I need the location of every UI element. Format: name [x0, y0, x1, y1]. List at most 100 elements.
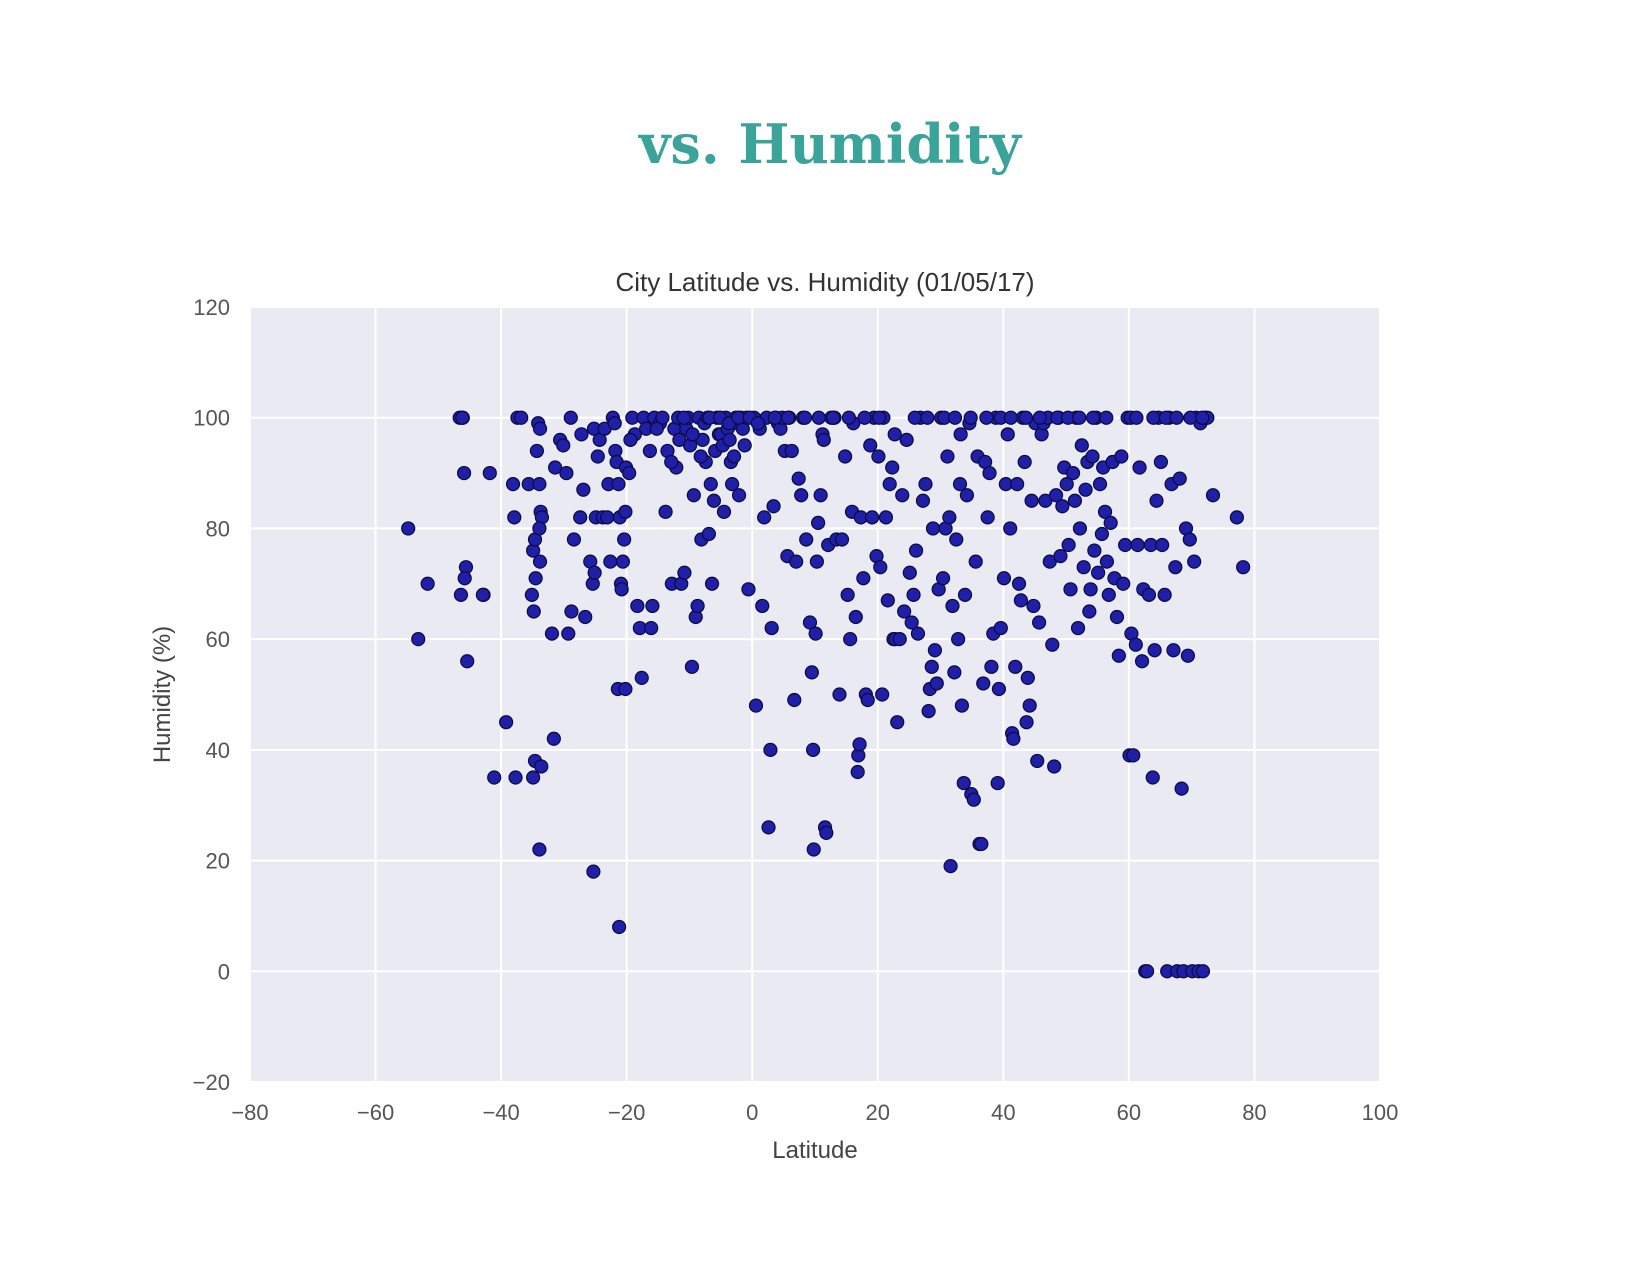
data-point [895, 488, 910, 503]
data-point [1019, 715, 1034, 730]
data-point [804, 665, 819, 680]
data-point [1155, 537, 1170, 553]
data-point [508, 770, 523, 785]
data-point [686, 488, 701, 503]
data-point [457, 571, 472, 586]
data-point [940, 449, 955, 464]
data-point [1018, 410, 1034, 425]
data-point [954, 698, 970, 713]
data-point [1003, 410, 1018, 425]
data-point [1032, 615, 1047, 630]
data-point [1086, 410, 1101, 425]
data-point [766, 499, 781, 514]
data-point [1118, 537, 1133, 553]
data-point [1109, 609, 1125, 625]
data-point [1183, 410, 1198, 425]
data-point [566, 532, 582, 547]
data-point [1166, 643, 1181, 658]
data-point [505, 477, 521, 492]
data-point [615, 554, 631, 569]
data-point [1130, 537, 1145, 553]
data-point [1172, 471, 1187, 486]
data-point [878, 510, 894, 525]
data-point [1236, 560, 1251, 575]
data-point [1097, 504, 1113, 519]
data-point [578, 609, 593, 625]
data-point [573, 510, 588, 525]
data-point [1146, 410, 1161, 425]
data-point [838, 449, 853, 464]
data-point [1141, 587, 1157, 602]
data-point [526, 604, 541, 619]
data-point [1026, 598, 1041, 614]
data-point [658, 504, 673, 519]
data-point [1067, 493, 1083, 508]
data-point [706, 493, 722, 508]
data-point [460, 654, 475, 669]
data-point [1010, 477, 1025, 492]
data-point [1022, 698, 1037, 713]
data-point [611, 477, 626, 492]
data-point [701, 526, 717, 542]
data-point [1047, 759, 1062, 774]
data-point [757, 510, 772, 525]
data-point [748, 698, 764, 713]
data-point [1195, 410, 1210, 425]
data-point [664, 454, 679, 470]
data-point [612, 919, 627, 935]
data-point [925, 521, 941, 536]
data-point [1070, 620, 1086, 636]
x-axis-label: Latitude [772, 1137, 857, 1164]
data-point [873, 560, 888, 575]
data-point [947, 410, 963, 425]
data-point [1011, 576, 1027, 591]
data-point [1169, 410, 1184, 425]
data-point [1072, 521, 1088, 536]
data-point [630, 598, 645, 614]
data-point [979, 410, 994, 425]
data-point [1024, 493, 1039, 508]
data-point [1082, 604, 1097, 619]
data-point [976, 676, 991, 691]
data-point [1003, 521, 1018, 536]
data-point [899, 432, 914, 447]
data-point [1008, 659, 1023, 674]
data-point [544, 626, 560, 641]
data-point [945, 598, 960, 614]
data-point [1000, 427, 1015, 442]
data-point [556, 438, 571, 453]
data-point [1116, 576, 1131, 591]
data-point [832, 687, 847, 702]
data-point [455, 410, 470, 425]
x-tick-label: 0 [746, 1100, 758, 1125]
y-tick-label: 120 [193, 295, 230, 320]
data-point [1048, 488, 1064, 503]
data-point [716, 504, 732, 519]
data-point [1032, 410, 1047, 425]
data-point [882, 477, 897, 492]
data-point [802, 615, 818, 630]
data-point [1013, 593, 1029, 608]
data-point [1126, 748, 1141, 763]
data-point [532, 477, 547, 492]
data-point [649, 421, 664, 436]
data-point [1055, 499, 1070, 514]
data-point [984, 659, 999, 674]
data-point [880, 593, 895, 608]
data-point [482, 465, 497, 481]
data-point [603, 554, 618, 569]
data-point [1078, 482, 1093, 497]
data-point [890, 715, 905, 730]
data-point [1094, 526, 1109, 542]
data-point [982, 465, 997, 481]
data-point [952, 477, 968, 492]
data-point [1187, 554, 1202, 569]
tick-labels: −80 −60 −40 −20 0 20 40 60 80 100 −20 0 20 40 60 80 100 1… [193, 295, 1399, 1125]
data-point [1153, 454, 1169, 470]
data-point [918, 477, 933, 492]
plot-background [250, 307, 1380, 1082]
data-point [1091, 565, 1106, 580]
data-point [1020, 670, 1035, 685]
data-point [607, 416, 622, 431]
data-point [1111, 648, 1126, 663]
